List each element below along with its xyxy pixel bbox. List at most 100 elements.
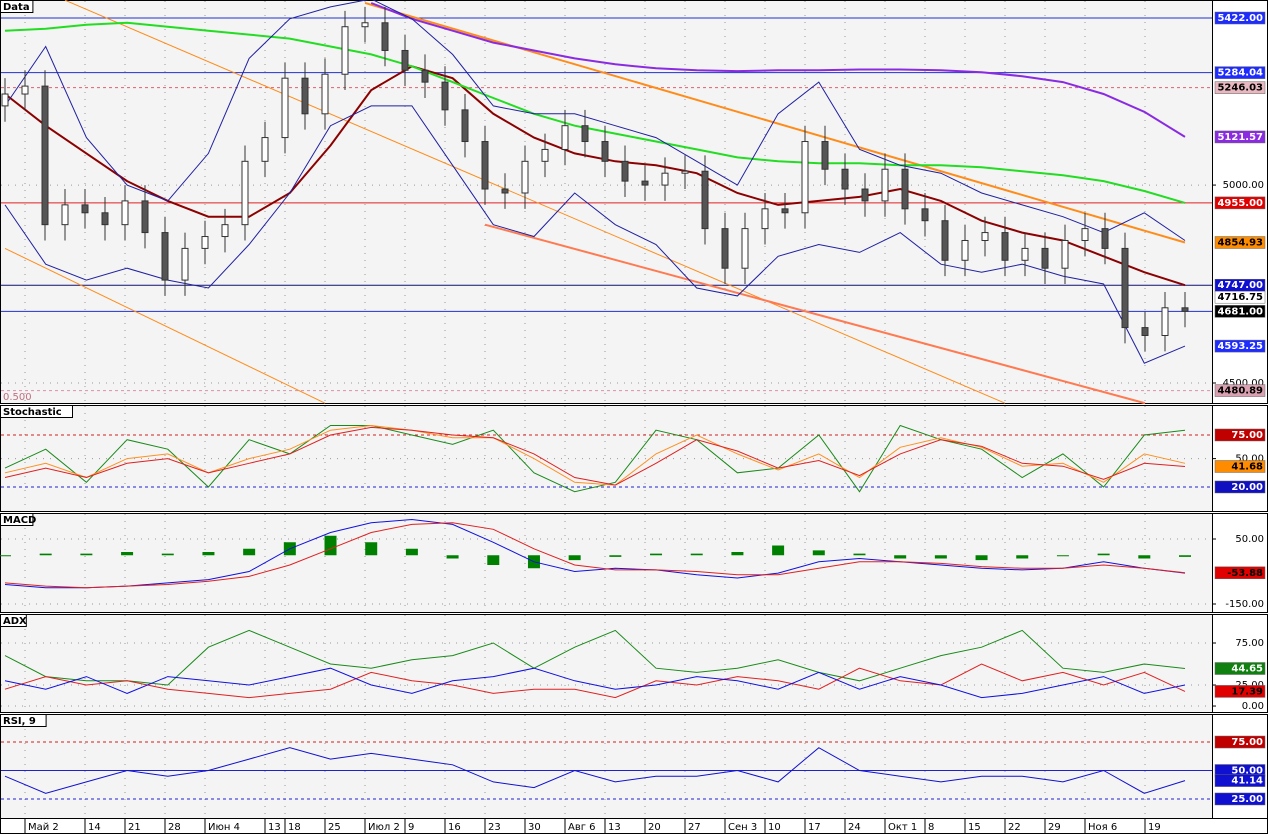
histogram-bar: [1138, 555, 1151, 559]
x-tick-label: 24: [848, 822, 861, 833]
candle-body: [421, 69, 429, 83]
candle-body: [1001, 232, 1009, 261]
x-tick-label: 15: [968, 822, 981, 833]
histogram-bar: [365, 542, 378, 556]
candle-body: [21, 85, 29, 95]
panel-title-box: [0, 405, 73, 418]
candle-body: [441, 81, 449, 111]
price-badge-label: 25.00: [1231, 794, 1263, 805]
histogram-bar: [853, 553, 866, 556]
candle-body: [501, 188, 509, 194]
x-tick-label: 20: [648, 822, 661, 833]
price-badge: [1214, 428, 1266, 442]
price-badge-label: 4747.00: [1217, 280, 1263, 291]
price-badge-label: 4681.00: [1217, 306, 1263, 317]
price-badge-label: 41.14: [1231, 776, 1263, 787]
trend-line: [364, 2, 1186, 244]
candle-body: [881, 168, 889, 202]
candle-body: [221, 224, 229, 238]
price-badge-label: 4955.00: [1217, 198, 1263, 209]
histogram-bar: [405, 548, 418, 556]
indicator-line: [4, 424, 1186, 493]
candle-body: [941, 220, 949, 261]
indicator-line: [370, 2, 1186, 138]
price-badge-label: 5422.00: [1217, 13, 1263, 24]
candle-body: [1101, 228, 1109, 249]
indicator-line: [4, 747, 1186, 794]
price-badge: [1214, 774, 1266, 787]
candle-body: [321, 73, 329, 115]
price-badge-label: 4480.89: [1217, 386, 1263, 397]
price-badge: [1214, 792, 1266, 806]
histogram-bar: [243, 548, 256, 556]
price-badge: [1214, 735, 1266, 749]
y-tick-label: 4500.00: [1223, 378, 1264, 389]
x-tick-label: 21: [128, 822, 141, 833]
x-tick-label: 22: [1008, 822, 1021, 833]
histogram-bar: [894, 555, 907, 559]
candle-body: [241, 160, 249, 226]
price-badge-label: 44.65: [1231, 664, 1263, 675]
candle-body: [1061, 239, 1069, 269]
histogram-bar: [0, 555, 11, 557]
candle-body: [861, 188, 869, 202]
price-badge: [1214, 130, 1266, 144]
panel: [0, 513, 1213, 613]
x-tick-label: 25: [328, 822, 341, 833]
candle-body: [1021, 247, 1029, 261]
candle-body: [81, 204, 89, 214]
histogram-bar: [1016, 555, 1029, 559]
histogram-bar: [80, 553, 93, 556]
price-badge: [1214, 66, 1266, 79]
x-tick-label: 14: [88, 822, 101, 833]
indicator-line: [4, 667, 1186, 699]
candle-body: [841, 168, 849, 190]
candle-body: [341, 26, 349, 75]
histogram-bar: [934, 555, 947, 559]
candle-body: [261, 137, 269, 162]
histogram-bar: [1056, 555, 1069, 557]
annotation: 0.500: [3, 392, 32, 403]
candle-body: [1161, 307, 1169, 337]
candle-body: [121, 200, 129, 226]
price-badge-label: 4854.93: [1217, 238, 1263, 249]
candle-body: [741, 228, 749, 269]
candle-body: [281, 77, 289, 139]
histogram-bar: [568, 555, 581, 561]
candle-body: [1081, 228, 1089, 241]
x-tick-label: 30: [528, 822, 541, 833]
histogram-bar: [609, 555, 622, 557]
candle-body: [41, 85, 49, 226]
y-tick-label: 5000.00: [1223, 180, 1264, 191]
candle-body: [461, 109, 469, 143]
histogram-bar: [1179, 555, 1191, 557]
histogram-bar: [324, 535, 337, 556]
panel-title: MACD: [3, 515, 36, 526]
candle-body: [541, 148, 549, 162]
panel-title: Data: [3, 2, 30, 13]
indicator-line: [4, 424, 1186, 486]
y-tick-label: -150.00: [1225, 599, 1264, 610]
candle-body: [981, 232, 989, 241]
price-badge: [1214, 305, 1266, 318]
x-tick-label: 18: [288, 822, 301, 833]
panel-title: RSI, 9: [3, 716, 36, 727]
price-badge: [1214, 480, 1266, 494]
histogram-bar: [446, 555, 459, 559]
price-badge-label: 5284.04: [1217, 68, 1263, 79]
candle-body: [921, 208, 929, 222]
histogram-bar: [202, 552, 215, 556]
candle-body: [701, 170, 709, 230]
candle-body: [181, 247, 189, 281]
price-badge-label: 4593.25: [1217, 341, 1263, 352]
x-tick-label: 16: [448, 822, 461, 833]
price-badge-label: 4716.75: [1217, 292, 1263, 303]
price-badge: [1214, 566, 1266, 580]
price-badge: [1214, 460, 1266, 473]
price-badge: [1214, 384, 1266, 397]
candle-body: [301, 77, 309, 115]
price-badge-label: 20.00: [1231, 482, 1263, 493]
candle-body: [801, 141, 809, 214]
histogram-bar: [161, 553, 174, 556]
candle-body: [101, 212, 109, 226]
